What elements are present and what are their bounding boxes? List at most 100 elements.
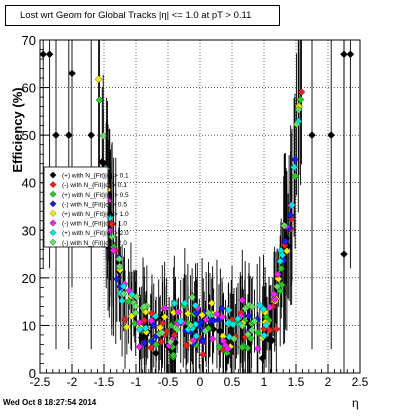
- data-point: [152, 349, 160, 358]
- data-point: [174, 308, 183, 316]
- data-point: [262, 321, 270, 330]
- data-point: [207, 299, 216, 307]
- y-tick-label: 60: [22, 81, 36, 96]
- legend: (+) with N_{Fit}|q| > 0.1 (-) with N_{Fit…: [43, 166, 129, 248]
- y-axis-label: Efficiency (%): [10, 87, 25, 172]
- data-point: [274, 270, 282, 279]
- x-tick-label: 1.5: [288, 375, 305, 389]
- data-point: [281, 237, 290, 246]
- data-point: [267, 335, 275, 344]
- data-point: [250, 317, 259, 325]
- data-point: [115, 255, 124, 263]
- legend-marker: [49, 200, 57, 208]
- data-point: [272, 325, 281, 333]
- outer-data-point: [64, 131, 73, 139]
- legend-entry: (-) with N_{Fit}|q| > 1.0: [62, 221, 127, 228]
- data-point: [244, 312, 253, 320]
- data-point: [266, 303, 274, 312]
- data-point: [223, 348, 231, 357]
- legend-marker: [49, 229, 57, 237]
- y-tick-label: 20: [22, 271, 36, 286]
- data-point: [290, 163, 298, 172]
- x-axis-label: η: [352, 396, 359, 410]
- legend-entry: (+) with N_{Fit}|q| > 0.5: [62, 192, 129, 199]
- data-point: [118, 297, 126, 305]
- data-point: [213, 310, 221, 318]
- data-point: [260, 331, 268, 340]
- data-point: [234, 314, 242, 323]
- data-point: [115, 262, 124, 271]
- y-tick-label: 0: [29, 366, 36, 381]
- legend-entry: (+) with N_{Fit}|q| > 1.0: [62, 211, 129, 218]
- x-tick-label: 2.5: [352, 375, 369, 389]
- data-point: [297, 88, 306, 96]
- y-tick-label: 30: [22, 223, 36, 238]
- data-point: [244, 330, 252, 339]
- data-point: [286, 211, 295, 220]
- data-point: [188, 293, 196, 302]
- data-point: [186, 321, 195, 330]
- data-point: [283, 247, 291, 255]
- data-point: [276, 287, 284, 295]
- data-point: [123, 323, 131, 331]
- data-point: [288, 201, 296, 209]
- data-point: [291, 155, 299, 164]
- data-point: [94, 75, 103, 84]
- data-point: [202, 315, 210, 324]
- data-point: [147, 343, 155, 352]
- outer-data-point: [346, 50, 355, 59]
- chart-title: Lost wrt Geom for Global Tracks |η| <= 1…: [5, 5, 280, 26]
- legend-entry: (+) with N_{Fit}|q| > 2.0: [62, 230, 129, 237]
- data-point: [296, 95, 305, 104]
- data-point: [131, 309, 140, 317]
- data-point: [166, 338, 175, 346]
- legend-entry: (-) with N_{Fit}|q| > 0.1: [62, 182, 127, 189]
- y-tick-label: 70: [22, 33, 36, 48]
- x-tick-label: -1: [131, 375, 142, 389]
- data-point: [270, 290, 278, 299]
- data-point: [191, 301, 200, 310]
- outer-data-point: [52, 131, 60, 139]
- outer-data-point: [68, 69, 76, 78]
- data-point: [192, 332, 201, 340]
- data-point: [276, 257, 284, 266]
- data-point: [229, 320, 237, 329]
- data-point: [151, 312, 160, 321]
- outer-data-point: [308, 131, 316, 139]
- data-point: [259, 305, 268, 314]
- data-point: [270, 295, 279, 304]
- outer-data-point: [87, 131, 96, 139]
- data-point: [169, 351, 178, 359]
- data-point: [170, 299, 179, 308]
- data-point: [254, 344, 262, 353]
- data-point: [255, 301, 264, 310]
- data-point: [215, 327, 224, 335]
- data-point: [294, 105, 303, 114]
- data-point: [258, 354, 267, 363]
- data-point: [238, 343, 246, 352]
- legend-marker: [49, 181, 57, 189]
- data-point: [98, 157, 107, 166]
- legend-entry: (-) with N_{Fit}|q| > 0.5: [62, 201, 127, 208]
- timestamp: Wed Oct 8 18:27:54 2014: [3, 398, 97, 407]
- x-tick-label: 2: [325, 375, 332, 389]
- outer-data-point: [340, 50, 348, 59]
- data-point: [248, 326, 256, 334]
- x-tick-label: -2: [67, 375, 78, 389]
- data-point: [107, 232, 116, 241]
- data-point: [248, 302, 257, 311]
- legend-entry: (+) with N_{Fit}|q| > 0.1: [62, 173, 129, 180]
- data-point: [198, 311, 206, 319]
- outer-data-point: [45, 50, 54, 59]
- outer-data-point: [340, 250, 348, 258]
- data-point: [95, 96, 104, 104]
- data-point: [201, 327, 210, 335]
- data-point: [152, 340, 161, 349]
- data-point: [127, 312, 136, 320]
- data-point: [176, 317, 185, 326]
- data-point: [135, 343, 144, 351]
- data-point: [192, 309, 201, 318]
- data-point: [158, 328, 166, 337]
- data-point: [204, 309, 213, 317]
